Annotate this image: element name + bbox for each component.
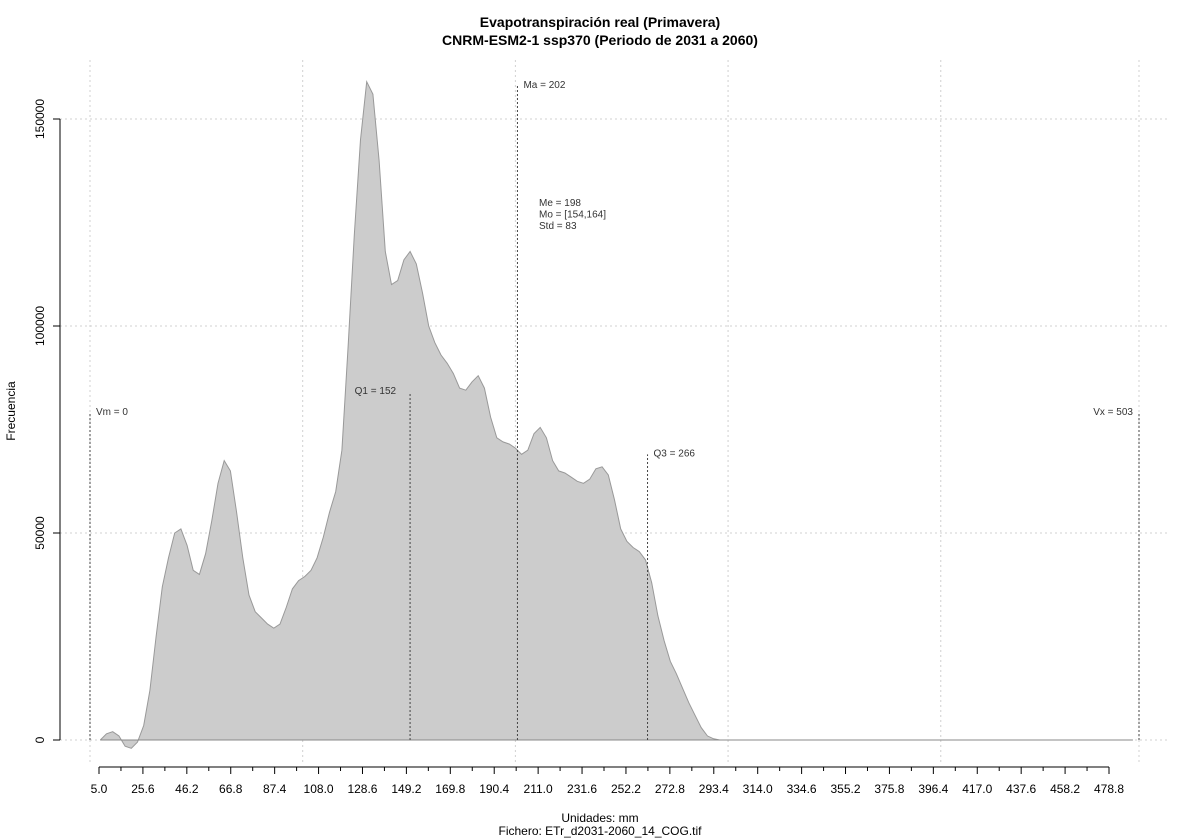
x-tick-label: 437.6 — [1006, 782, 1036, 796]
axes: 0 50000 100000 150000 5.0 25.6 46.2 66.8 87.4 108… — [33, 99, 1124, 796]
density-fill — [100, 81, 1133, 749]
x-tick-label: 25.6 — [131, 782, 155, 796]
x-tick-label: 169.8 — [435, 782, 465, 796]
x-tick-label: 231.6 — [567, 782, 597, 796]
file-footer: Fichero: ETr_d2031-2060_14_COG.tif — [498, 824, 702, 838]
x-tick-label: 293.4 — [699, 782, 729, 796]
x-tick-label: 334.6 — [787, 782, 817, 796]
chart-subtitle: CNRM-ESM2-1 ssp370 (Periodo de 2031 a 20… — [442, 32, 758, 48]
x-tick-label: 5.0 — [91, 782, 108, 796]
reference-line-label: Q1 = 152 — [355, 386, 397, 397]
stat-line: Mo = [154,164] — [539, 210, 606, 221]
y-axis-label: Frecuencia — [4, 381, 18, 441]
reference-line-label: Q3 = 266 — [654, 448, 696, 459]
x-tick-label: 190.4 — [479, 782, 509, 796]
x-tick-label: 417.0 — [962, 782, 992, 796]
x-tick-label: 355.2 — [831, 782, 861, 796]
x-tick-label: 87.4 — [263, 782, 287, 796]
x-tick-label: 396.4 — [918, 782, 948, 796]
x-tick-label: 272.8 — [655, 782, 685, 796]
reference-line-label: Vx = 503 — [1093, 407, 1133, 418]
chart-title: Evapotranspiración real (Primavera) — [479, 14, 721, 30]
x-tick-label: 375.8 — [874, 782, 904, 796]
reference-line-label: Vm = 0 — [96, 407, 128, 418]
y-tick-label: 50000 — [33, 516, 47, 550]
x-tick-label: 66.8 — [219, 782, 243, 796]
x-tick-label: 108.0 — [304, 782, 334, 796]
reference-line-label: Ma = 202 — [523, 80, 565, 91]
x-tick-label: 149.2 — [391, 782, 421, 796]
x-tick-label: 211.0 — [524, 782, 553, 796]
stat-line: Me = 198 — [539, 198, 581, 209]
y-tick-label: 150000 — [33, 99, 47, 139]
x-tick-label: 458.2 — [1050, 782, 1080, 796]
y-tick-label: 0 — [33, 736, 47, 743]
stat-line: Std = 83 — [539, 221, 577, 232]
x-tick-label: 314.0 — [743, 782, 773, 796]
density-area — [99, 79, 1133, 749]
y-tick-label: 100000 — [33, 306, 47, 346]
x-tick-label: 128.6 — [347, 782, 377, 796]
reference-lines: Vm = 0 Q1 = 152 Ma = 202 Q3 = 266 Vx = 503 — [89, 80, 1140, 740]
x-tick-label: 252.2 — [611, 782, 641, 796]
x-tick-label: 46.2 — [175, 782, 199, 796]
x-axis-label: Unidades: mm — [561, 811, 639, 825]
x-tick-label: 478.8 — [1094, 782, 1124, 796]
